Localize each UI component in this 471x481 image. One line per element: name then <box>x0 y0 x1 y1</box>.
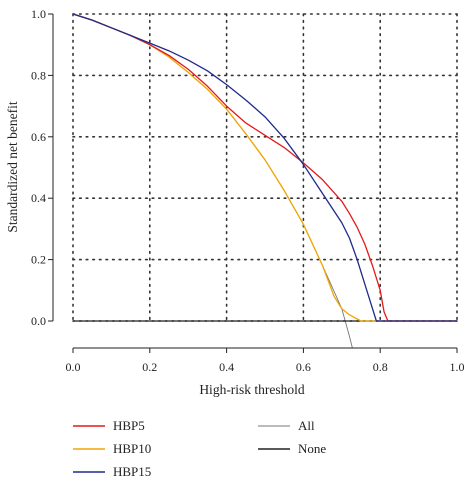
axes: 0.0 0.2 0.4 0.6 0.8 1.0 0.0 0.2 0.4 0.6 0.8 1.0 <box>31 7 465 374</box>
y-tick-label: 1.0 <box>31 7 46 21</box>
x-tick-label: 0.8 <box>373 360 388 374</box>
y-tick-label: 0.6 <box>31 130 46 144</box>
x-tick-label: 0.0 <box>66 360 81 374</box>
legend-label-all: All <box>298 418 315 433</box>
series-line-all <box>72 13 353 348</box>
legend-label-hbp5: HBP5 <box>113 418 145 433</box>
legend-label-hbp10: HBP10 <box>113 441 151 456</box>
y-tick-label: 0.2 <box>31 253 46 267</box>
y-tick-label: 0.8 <box>31 68 46 82</box>
x-tick-label: 1.0 <box>450 360 465 374</box>
y-tick-label: 0.4 <box>31 191 46 205</box>
legend: HBP5 HBP10 HBP15 All None <box>73 418 326 479</box>
legend-label-none: None <box>298 441 326 456</box>
legend-label-hbp15: HBP15 <box>113 464 151 479</box>
x-axis-label: High-risk threshold <box>199 382 305 397</box>
y-tick-label: 0.0 <box>31 314 46 328</box>
series-line-hbp5 <box>72 13 457 322</box>
grid <box>72 13 458 322</box>
x-tick-label: 0.6 <box>296 360 311 374</box>
series-line-hbp10 <box>72 13 457 322</box>
series-lines <box>72 13 457 348</box>
series-line-hbp15 <box>72 13 457 322</box>
x-tick-label: 0.4 <box>219 360 234 374</box>
x-tick-label: 0.2 <box>142 360 157 374</box>
y-axis-label: Standardized net benefit <box>5 101 20 232</box>
